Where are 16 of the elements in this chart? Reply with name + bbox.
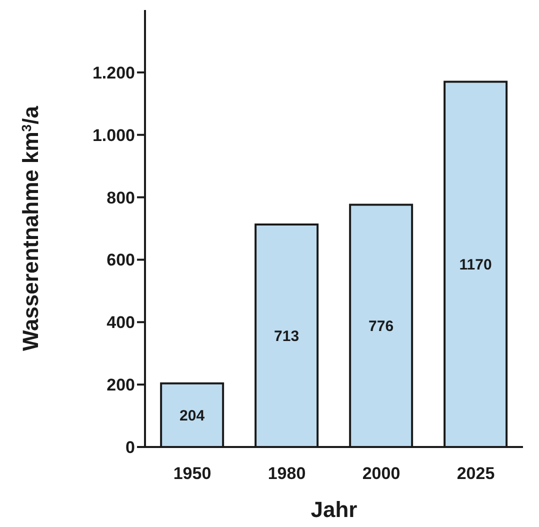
y-tick-label: 1.000	[92, 126, 135, 145]
data-label: 1170	[459, 256, 492, 274]
x-tick-label: 2025	[456, 464, 495, 484]
x-tick-label: 1980	[268, 464, 306, 484]
x-tick-label: 1950	[173, 464, 212, 484]
y-tick-label: 1.200	[92, 63, 135, 82]
y-tick-label: 200	[106, 376, 135, 395]
y-tick-label: 400	[106, 313, 135, 332]
data-label: 776	[368, 318, 394, 336]
data-label: 204	[180, 407, 206, 424]
y-tick-label: 600	[106, 250, 135, 270]
x-axis-title: Jahr	[310, 497, 358, 522]
data-label: 713	[274, 328, 300, 346]
y-tick-label: 0	[126, 438, 135, 458]
y-tick-label: 800	[106, 188, 135, 208]
x-tick-label: 2000	[362, 464, 400, 484]
